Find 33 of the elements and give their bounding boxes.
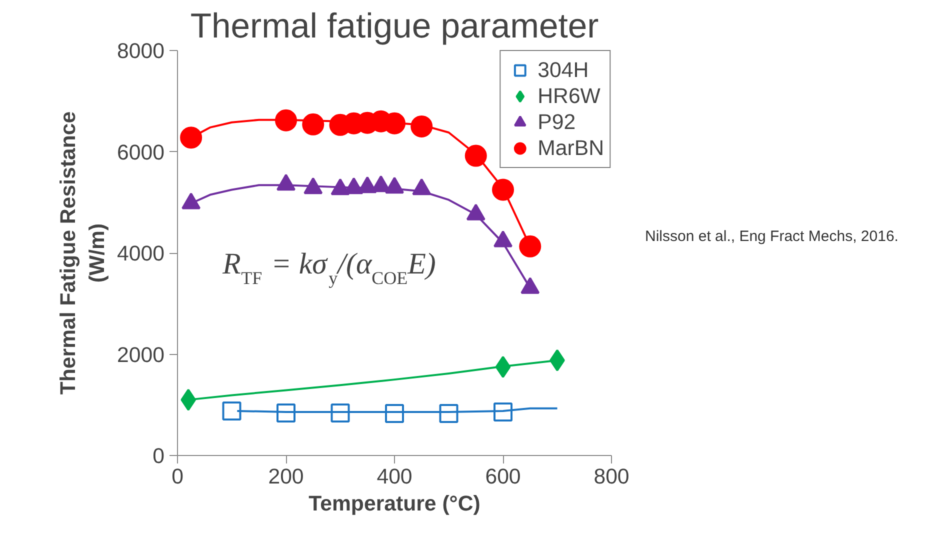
point	[222, 401, 242, 420]
x-tick-label: 0	[172, 464, 184, 488]
legend-label: 304H	[538, 57, 589, 83]
point	[492, 178, 514, 201]
point	[410, 115, 433, 138]
chart-title: Thermal fatigue parameter	[190, 8, 599, 46]
point	[275, 109, 297, 132]
x-tick-label: 800	[594, 464, 630, 488]
text: Nilsson et al., Eng Fract Mechs, 2016.	[645, 227, 898, 247]
y-tick-label: 2000	[117, 342, 165, 367]
point	[180, 126, 202, 149]
point	[180, 388, 196, 411]
y-tick-label: 8000	[117, 39, 165, 63]
point	[330, 403, 350, 422]
legend-label: P92	[538, 109, 576, 135]
point	[302, 113, 324, 136]
x-tick-label: 600	[485, 464, 521, 488]
y-tick-label: 6000	[117, 140, 165, 164]
x-tick-label: 200	[268, 464, 304, 488]
point	[464, 144, 487, 167]
point	[276, 403, 296, 422]
y-tick-label: 4000	[117, 242, 165, 266]
point	[494, 402, 512, 422]
point	[519, 235, 542, 258]
point	[495, 356, 511, 378]
x-tick-label: 400	[376, 464, 412, 488]
y-tick-label: 0	[152, 444, 165, 468]
y-axis-title: Thermal Fatigue Resistance (W/m)	[56, 111, 110, 395]
point	[439, 404, 458, 423]
legend-label: HR6W	[538, 83, 600, 109]
point	[385, 404, 404, 423]
x-axis-title: Temperature (°C)	[308, 492, 480, 516]
legend-label: MarBN	[538, 135, 604, 161]
